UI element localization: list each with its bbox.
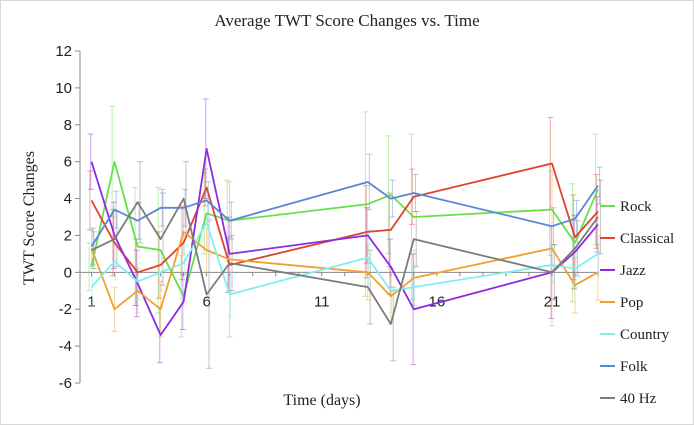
x-tick-label: 6	[202, 293, 210, 310]
y-tick-label: -2	[59, 301, 72, 318]
y-tick-label: -6	[59, 375, 72, 392]
legend-label: Country	[620, 327, 670, 343]
x-axis-title: Time (days)	[283, 392, 360, 409]
y-tick-label: 6	[64, 154, 72, 171]
series-line-40-hz	[91, 197, 599, 325]
series-classical	[86, 116, 600, 307]
legend-label: 40 Hz	[620, 391, 657, 407]
x-tick-label: 21	[544, 293, 561, 310]
legend-label: Folk	[620, 359, 648, 375]
y-tick-label: 8	[64, 117, 72, 134]
legend-label: Jazz	[620, 263, 646, 279]
legend-label: Pop	[620, 295, 643, 311]
series-line-country	[90, 221, 599, 296]
y-axis-title: TWT Score Changes	[21, 151, 38, 285]
legend: Rock Classical Jazz Pop Country Folk 40 Hz	[600, 199, 674, 407]
series-line-pop	[90, 230, 599, 311]
chart-title: Average TWT Score Changes vs. Time	[214, 11, 479, 30]
series-line-folk	[90, 181, 599, 247]
y-tick-label: 4	[64, 191, 72, 208]
x-tick-label: 16	[429, 293, 446, 310]
series-line-classical	[90, 162, 599, 274]
y-tick-label: -4	[59, 338, 72, 355]
legend-label: Classical	[620, 231, 674, 247]
legend-label: Rock	[620, 199, 652, 215]
y-tick-label: 0	[64, 264, 72, 281]
y-tick-label: 10	[55, 80, 72, 97]
x-tick-label: 11	[314, 293, 330, 310]
x-tick-label: 1	[87, 293, 95, 310]
y-tick-label: 12	[55, 43, 72, 60]
y-tick-label: 2	[64, 227, 72, 244]
